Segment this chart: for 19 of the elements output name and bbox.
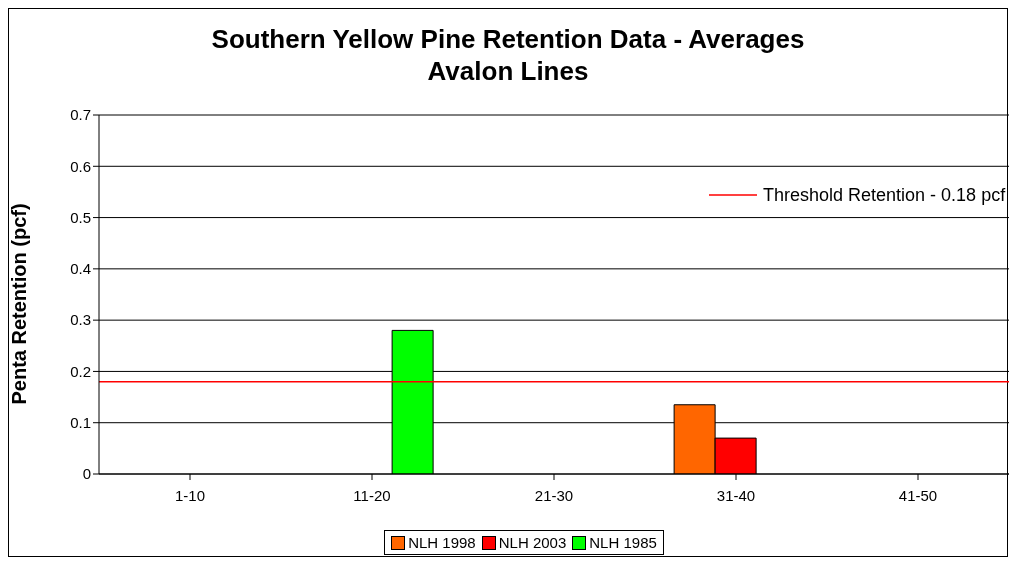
x-tick-label: 31-40 xyxy=(716,486,756,504)
y-tick-label: 0.6 xyxy=(70,157,91,175)
chart-title: Southern Yellow Pine Retention Data - Averages Avalon Lines xyxy=(210,23,806,87)
legend-label: Threshold Retention - 0.18 pcf xyxy=(763,185,1007,205)
y-tick-label: 0.3 xyxy=(70,311,91,329)
y-axis-title: Penta Retention (pcf) xyxy=(8,203,31,405)
legend-label: NLH 2003 xyxy=(497,534,567,551)
y-tick-label: 0 xyxy=(82,465,91,483)
x-tick-label: 1-10 xyxy=(174,486,206,504)
legend-label: NLH 1998 xyxy=(407,534,476,551)
y-tick-label: 0.7 xyxy=(70,106,91,124)
y-tick-label: 0.2 xyxy=(70,362,91,380)
legend-label: NLH 1985 xyxy=(588,534,657,551)
y-tick-label: 0.1 xyxy=(70,414,91,432)
x-tick-label: 11-20 xyxy=(353,486,391,504)
x-tick-label: 21-30 xyxy=(534,486,574,504)
x-tick-label: 41-50 xyxy=(898,486,938,504)
y-tick-label: 0.4 xyxy=(70,260,91,278)
y-tick-label: 0.5 xyxy=(70,208,91,226)
